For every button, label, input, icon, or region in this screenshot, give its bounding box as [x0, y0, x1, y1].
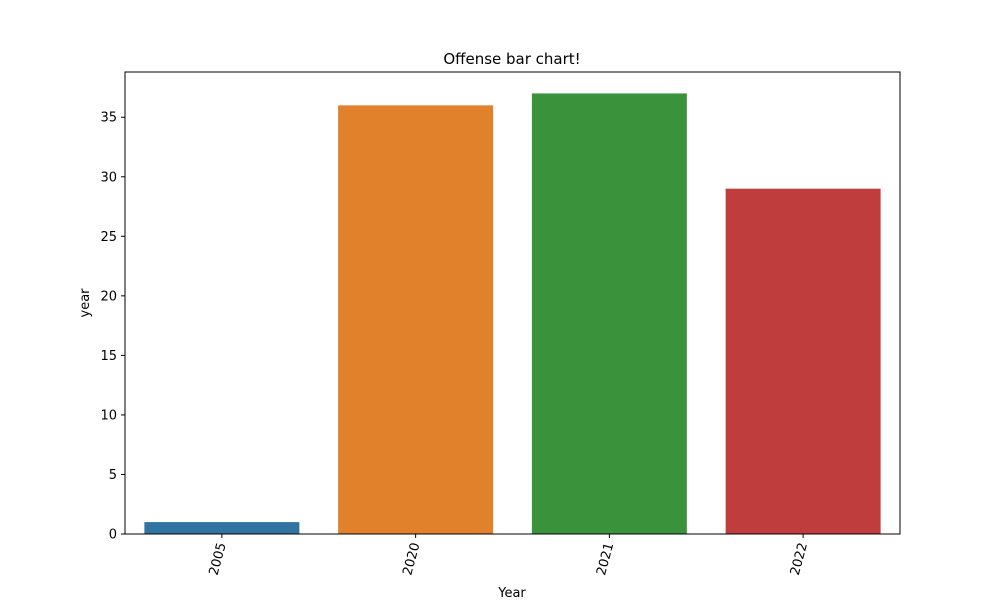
- y-tick-label: 25: [100, 230, 117, 245]
- bars-group: [144, 93, 881, 535]
- y-tick-label: 15: [100, 349, 117, 364]
- y-tick-label: 35: [100, 111, 117, 126]
- bar-2021: [531, 93, 687, 535]
- bar-2022: [725, 188, 881, 534]
- x-tick-label: 2005: [207, 541, 230, 577]
- y-tick-label: 10: [100, 408, 117, 423]
- y-tick-label: 30: [100, 170, 117, 185]
- y-tick-label: 20: [100, 289, 117, 304]
- plot-frame: [124, 71, 901, 535]
- bar-2005: [144, 522, 300, 534]
- chart-title: Offense bar chart!: [443, 50, 580, 68]
- x-axis-ticks: 2005 2020 2021 2022: [207, 534, 811, 577]
- x-tick-label: 2020: [400, 541, 423, 577]
- y-tick-label: 0: [109, 528, 117, 543]
- x-tick-label: 2021: [594, 541, 617, 577]
- y-tick-label: 5: [109, 468, 117, 483]
- x-tick-label: 2022: [788, 541, 811, 577]
- y-axis-ticks: 0 5 10 15 20 25 30 35: [100, 111, 125, 543]
- bar-2020: [338, 105, 494, 534]
- y-axis-label: year: [78, 288, 93, 318]
- x-axis-label: Year: [497, 586, 526, 600]
